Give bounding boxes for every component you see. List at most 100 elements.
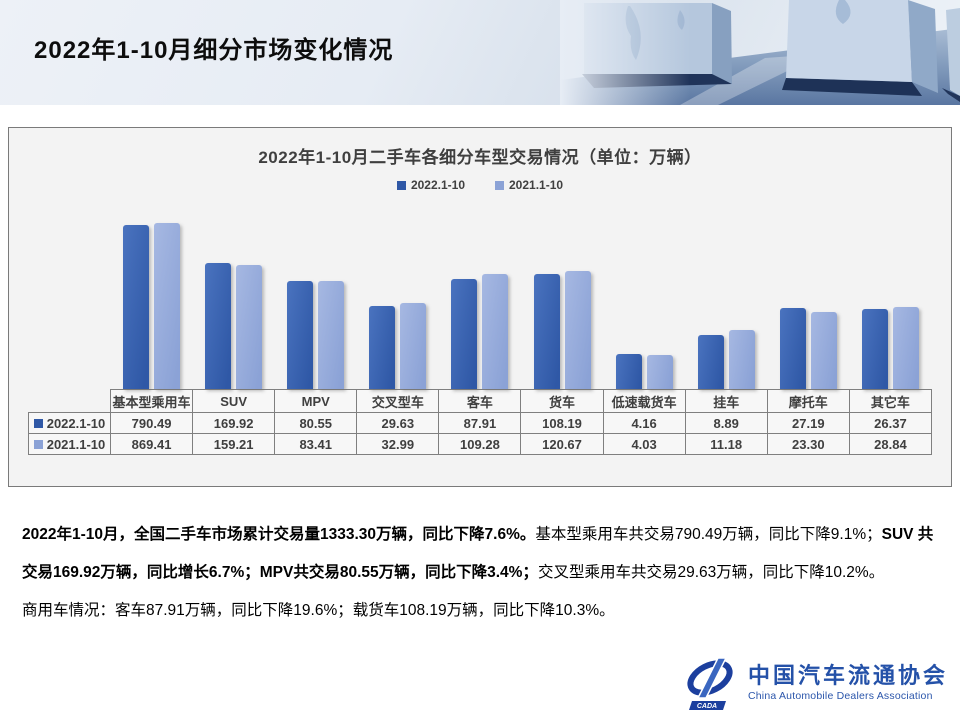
column-header-其它车: 其它车 [848, 389, 933, 413]
row-header-content: 2021.1-10 [30, 436, 110, 452]
row-header-label: 2021.1-10 [46, 436, 106, 452]
cubes-decoration-graphic [560, 0, 960, 105]
chart-area: 基本型乘用车 SUV MPV 交叉型车 客车 货车 低速载货车 挂车 摩托车 其它车 2022.1-… [28, 204, 933, 455]
value-cell-2021.1-10-摩托车: 23.30 [766, 433, 850, 455]
bar-2021.1-10-SUV [235, 264, 262, 389]
value-cell-2022.1-10-摩托车: 27.19 [766, 412, 850, 434]
column-header-挂车: 挂车 [684, 389, 768, 413]
column-header-基本型乘用车: 基本型乘用车 [109, 389, 194, 413]
value-cell-2022.1-10-MPV: 80.55 [274, 412, 358, 434]
bar-2021.1-10-其它车 [893, 306, 920, 389]
bar-2022.1-10-MPV [286, 281, 313, 389]
value-cell-2021.1-10-交叉型车: 32.99 [356, 433, 440, 455]
column-header-低速载货车: 低速载货车 [602, 389, 686, 413]
value-cell-2022.1-10-货车: 108.19 [520, 412, 604, 434]
table-header-row: 基本型乘用车 SUV MPV 交叉型车 客车 货车 低速载货车 挂车 摩托车 其它车 [29, 389, 933, 413]
value-cell-2021.1-10-其它车: 28.84 [848, 433, 933, 455]
org-logo-text: 中国汽车流通协会 China Automobile Dealers Associ… [747, 662, 948, 703]
bar-group-挂车 [685, 329, 767, 389]
value-cell-2022.1-10-交叉型车: 29.63 [356, 412, 440, 434]
row-header-content: 2022.1-10 [30, 415, 110, 431]
bar-2021.1-10-挂车 [728, 329, 755, 389]
legend-label: 2022.1-10 [410, 178, 465, 192]
cube-2 [782, 0, 938, 96]
header-banner: 2022年1-10月细分市场变化情况 [0, 0, 960, 105]
row-header-label: 2022.1-10 [46, 415, 106, 431]
column-header-MPV: MPV [274, 389, 358, 413]
bar-group-货车 [521, 271, 603, 389]
chart-legend: 2022.1-10 2021.1-10 [9, 178, 951, 192]
summary-segment: 基本型乘用车共交易790.49万辆，同比下降9.1%； [535, 526, 882, 543]
org-name-cn: 中国汽车流通协会 [747, 662, 948, 688]
table-row-2022.1-10: 2022.1-10 790.49 169.92 80.55 29.63 87.91 108.… [28, 412, 933, 434]
value-cell-2021.1-10-货车: 120.67 [520, 433, 604, 455]
bar-2022.1-10-客车 [451, 279, 478, 389]
bar-2021.1-10-低速载货车 [646, 354, 673, 389]
table-corner-cell [29, 390, 111, 413]
bar-2022.1-10-挂车 [697, 335, 724, 389]
table-row-2021.1-10: 2021.1-10 869.41 159.21 83.41 32.99 109.28 120… [28, 433, 933, 455]
column-header-摩托车: 摩托车 [766, 389, 850, 413]
legend-swatch-icon [495, 180, 504, 190]
bar-2021.1-10-货车 [564, 271, 591, 389]
value-cell-2022.1-10-客车: 87.91 [438, 412, 522, 434]
bar-group-客车 [439, 273, 521, 389]
bar-2022.1-10-低速载货车 [615, 354, 642, 389]
bar-group-其它车 [850, 306, 932, 389]
page-title: 2022年1-10月细分市场变化情况 [34, 37, 394, 64]
series-swatch-icon [33, 439, 43, 449]
summary-paragraph-1: 2022年1-10月，全国二手车市场累计交易量1333.30万辆，同比下降7.6… [22, 516, 940, 592]
bar-2022.1-10-其它车 [862, 308, 889, 389]
value-cell-2021.1-10-客车: 109.28 [438, 433, 522, 455]
legend-item-2022.1-10: 2022.1-10 [396, 178, 465, 192]
series-swatch-icon [33, 418, 43, 428]
value-cell-2022.1-10-挂车: 8.89 [684, 412, 768, 434]
org-name-en: China Automobile Dealers Association [747, 690, 933, 703]
bar-2022.1-10-货车 [533, 274, 560, 389]
summary-segment: 交叉型乘用车共交易29.63万辆，同比下降10.2%。 [537, 564, 885, 581]
bar-group-交叉型车 [357, 303, 439, 389]
column-header-SUV: SUV [192, 389, 276, 413]
summary-segment: SUV 共交易169.92万辆，同比增长6.7%；MPV共交易80.55万辆，同… [22, 526, 934, 581]
svg-text:CADA: CADA [697, 703, 717, 710]
chart-data-table: 基本型乘用车 SUV MPV 交叉型车 客车 货车 低速载货车 挂车 摩托车 其它车 2022.1-… [28, 389, 933, 455]
summary-text-block: 2022年1-10月，全国二手车市场累计交易量1333.30万辆，同比下降7.6… [22, 516, 940, 630]
bar-group-摩托车 [768, 308, 850, 389]
bar-2022.1-10-基本型乘用车 [122, 225, 149, 389]
cada-logo-icon: CADA [687, 657, 733, 710]
chart-title: 2022年1-10月二手车各细分车型交易情况（单位：万辆） [258, 148, 702, 167]
bar-2021.1-10-MPV [317, 280, 344, 389]
bar-2022.1-10-SUV [204, 263, 231, 389]
bar-group-低速载货车 [603, 354, 685, 389]
summary-segment: 2022年1-10月，全国二手车市场累计交易量1333.30万辆，同比下降7.6… [22, 526, 536, 543]
column-header-客车: 客车 [438, 389, 522, 413]
value-cell-2021.1-10-基本型乘用车: 869.41 [109, 433, 194, 455]
summary-paragraph-2: 商用车情况：客车87.91万辆，同比下降19.6%；载货车108.19万辆，同比… [22, 592, 940, 630]
bar-2021.1-10-摩托车 [811, 311, 838, 389]
bar-2021.1-10-客车 [482, 273, 509, 389]
value-cell-2021.1-10-低速载货车: 4.03 [602, 433, 686, 455]
row-header-2022.1-10: 2022.1-10 [28, 412, 111, 434]
value-cell-2022.1-10-其它车: 26.37 [848, 412, 933, 434]
value-cell-2022.1-10-低速载货车: 4.16 [602, 412, 686, 434]
column-header-货车: 货车 [520, 389, 604, 413]
cube-3 [942, 8, 960, 102]
chart-panel: 2022年1-10月二手车各细分车型交易情况（单位：万辆） 2022.1-10 2… [8, 127, 952, 487]
bar-group-SUV [192, 263, 274, 389]
legend-swatch-icon [396, 180, 406, 190]
bar-2021.1-10-基本型乘用车 [153, 222, 180, 389]
bar-group-基本型乘用车 [110, 222, 192, 389]
column-header-交叉型车: 交叉型车 [356, 389, 440, 413]
value-cell-2022.1-10-SUV: 169.92 [192, 412, 276, 434]
value-cell-2021.1-10-挂车: 11.18 [684, 433, 768, 455]
value-cell-2021.1-10-MPV: 83.41 [274, 433, 358, 455]
bar-group-MPV [274, 280, 356, 389]
legend-label: 2021.1-10 [509, 178, 564, 192]
org-logo: CADA 中国汽车流通协会 China Automobile Dealers A… [682, 655, 948, 711]
chart-plot [28, 204, 932, 389]
value-cell-2022.1-10-基本型乘用车: 790.49 [109, 412, 194, 434]
summary-segment: 商用车情况：客车87.91万辆，同比下降19.6%；载货车108.19万辆，同比… [22, 602, 615, 619]
legend-item-2021.1-10: 2021.1-10 [495, 178, 563, 192]
bar-2022.1-10-摩托车 [780, 308, 807, 389]
